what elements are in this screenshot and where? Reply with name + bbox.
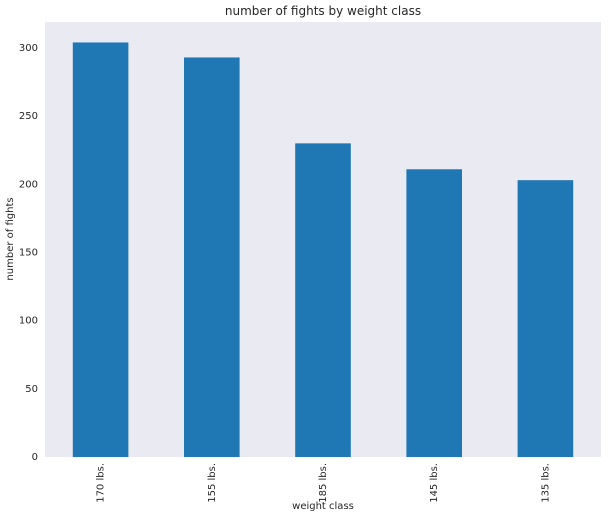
y-tick-label-0: 0 [32,452,38,463]
x-axis-label: weight class [292,501,354,512]
bar-3 [406,169,462,458]
x-tick-label-4: 135 lbs. [540,463,551,503]
y-tick-label-4: 200 [19,179,38,190]
y-tick-label-2: 100 [19,316,38,327]
chart-title: number of fights by weight class [225,4,421,18]
bar-1 [184,57,240,458]
x-tick-label-3: 145 lbs. [429,463,440,503]
y-tick-label-3: 150 [19,247,38,258]
y-ticks-group: 0 50 100 150 200 250 300 [19,43,38,463]
y-tick-label-6: 300 [19,43,38,54]
bar-4 [517,180,574,457]
bars-group [72,42,574,458]
x-ticks-group: 170 lbs. 155 lbs. 185 lbs. 145 lbs. 135 lbs. [96,463,552,503]
bar-2 [295,143,351,457]
y-axis-label: number of fights [5,197,16,280]
bar-0 [72,42,129,458]
y-tick-label-5: 250 [19,111,38,122]
x-tick-label-0: 170 lbs. [96,463,107,503]
y-tick-label-1: 50 [25,384,38,395]
x-tick-label-2: 185 lbs. [318,463,329,503]
x-tick-label-1: 155 lbs. [207,463,218,503]
